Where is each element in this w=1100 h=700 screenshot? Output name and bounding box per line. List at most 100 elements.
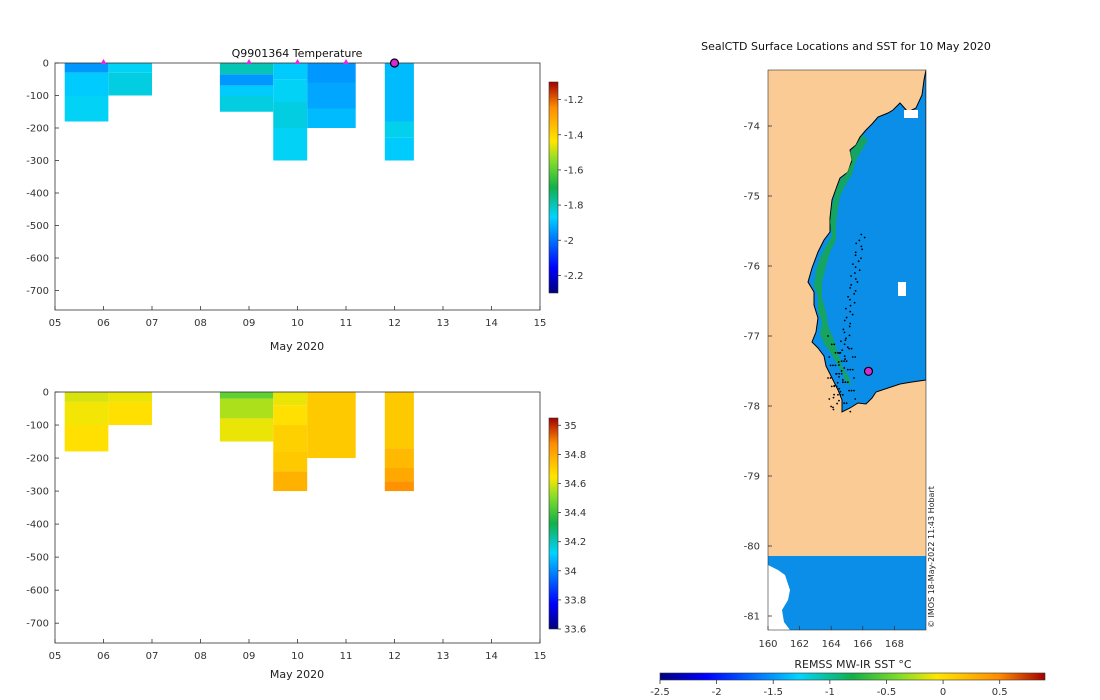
seal-track-point	[843, 343, 846, 346]
salinity-profile-cell	[219, 418, 274, 442]
seal-track-point	[854, 254, 857, 257]
seal-track-point	[843, 360, 846, 363]
temperature-colorbar-tick-label: -2.2	[564, 271, 584, 282]
sst-colorbar-label: REMSS MW-IR SST °C	[794, 658, 912, 671]
temperature-xtick-label: 06	[97, 318, 110, 329]
seal-track-point	[858, 269, 861, 271]
salinity-colorbar-tick-label: 34.8	[564, 450, 586, 461]
seal-track-point	[849, 368, 852, 371]
temperature-ytick-label: -500	[26, 221, 49, 232]
salinity-ytick-label: 0	[43, 388, 49, 399]
seal-track-point	[838, 399, 840, 402]
seal-track-point	[849, 298, 851, 301]
salinity-ytick-label: -100	[26, 421, 49, 432]
sst-colorbar-tick-label: -2.5	[650, 687, 670, 698]
map-axes	[767, 69, 927, 631]
ice-shelf-nodata	[768, 556, 790, 630]
salinity-colorbar-tick-label: 35	[564, 421, 577, 432]
sst-map: SealCTD Surface Locations and SST for 10…	[650, 40, 1046, 698]
temperature-profile-cell	[273, 63, 308, 80]
seal-track-point	[840, 360, 843, 363]
salinity-xtick-label: 08	[194, 651, 207, 662]
seal-track-point	[845, 337, 847, 340]
temperature-profile-cell	[219, 74, 274, 86]
seal-track-point	[849, 322, 852, 325]
salinity-colorbar-tick-label: 34.4	[564, 508, 586, 519]
seal-track-point	[839, 340, 842, 343]
temperature-profile-cell	[64, 95, 109, 122]
current-seal-position	[863, 366, 874, 376]
salinity-colorbar-tick-label: 34	[564, 566, 577, 577]
temperature-profile-cell	[307, 63, 356, 83]
salinity-xtick-label: 12	[388, 651, 401, 662]
salinity-ytick-label: -700	[26, 619, 49, 630]
sst-colorbar-tick-label: 0.5	[992, 687, 1008, 698]
salinity-profile-cell	[273, 405, 308, 426]
temperature-ytick-label: -300	[26, 156, 49, 167]
temperature-time-marker	[343, 59, 349, 64]
seal-track-point	[843, 319, 846, 322]
seal-track-point	[839, 351, 842, 354]
seal-track-point	[851, 356, 854, 358]
seal-track-point	[841, 378, 844, 381]
salinity-ytick-label: -600	[26, 586, 49, 597]
salinity-ytick-label: -300	[26, 487, 49, 498]
seal-track-point	[834, 364, 837, 367]
white-ice-patch	[898, 282, 906, 296]
seal-track-point	[853, 272, 856, 274]
sst-colorbar-tick-label: -0.5	[877, 687, 897, 698]
sst-colorbar-tick-label: -1.5	[763, 687, 783, 698]
temperature-xtick-label: 05	[49, 318, 62, 329]
seal-track-point	[853, 301, 856, 304]
seal-track-point	[842, 328, 845, 331]
seal-track-point	[854, 251, 857, 254]
temperature-ytick-label: -400	[26, 189, 49, 200]
seal-track-point	[854, 289, 857, 292]
white-ice-patch-2	[904, 110, 918, 118]
map-ytick-label: -77	[744, 332, 760, 343]
seal-track-point	[848, 389, 850, 392]
seal-track-point	[845, 316, 848, 319]
seal-track-point	[849, 304, 852, 307]
map-ytick-label: -75	[744, 192, 760, 203]
seal-track-point	[849, 310, 852, 313]
temperature-xtick-label: 07	[146, 318, 159, 329]
coastal-green-band	[814, 135, 868, 386]
temperature-profile-cell	[64, 63, 109, 73]
temperature-profile-cell	[307, 82, 356, 109]
map-ytick-label: -78	[744, 402, 760, 413]
seal-track-point	[839, 390, 842, 393]
temperature-ticks: 05 06 07 08 09 10 11 12 13 14 15 0 -100 -200 -300 -400 -…	[26, 58, 546, 329]
temperature-profile-cell	[219, 95, 274, 112]
seal-track-point	[837, 351, 839, 354]
seal-track-point	[844, 339, 847, 342]
seal-track-point	[837, 393, 839, 396]
salinity-colorbar-tick-label: 33.8	[564, 595, 586, 606]
temperature-profile-cell	[108, 72, 152, 96]
seal-track-point	[838, 364, 840, 366]
temperature-current-marker	[389, 58, 400, 68]
seal-track-point	[849, 410, 852, 413]
seal-track-point	[848, 334, 851, 337]
temperature-colorbar-ticks: -2.2 -2 -1.8 -1.6 -1.4 -1.2	[558, 95, 584, 282]
seal-track-point	[850, 389, 853, 392]
temperature-colorbar-tick-label: -1.8	[564, 201, 584, 212]
seal-track-point	[832, 364, 834, 367]
seal-track-point	[841, 381, 844, 384]
temperature-profile-cell	[108, 63, 152, 73]
seal-track-point	[836, 402, 839, 405]
sst-colorbar-tick-label: -2	[712, 687, 722, 698]
temperature-profile-cell	[64, 72, 109, 96]
salinity-xtick-label: 15	[534, 651, 547, 662]
seal-track-points	[827, 233, 866, 413]
temperature-colorbar-tick-label: -1.4	[564, 130, 584, 141]
seal-track-point	[844, 381, 847, 384]
seal-track-point	[846, 381, 849, 384]
map-title: SealCTD Surface Locations and SST for 10…	[701, 40, 991, 53]
seal-track-point	[828, 398, 831, 400]
seal-track-point	[858, 239, 861, 242]
seal-track-point	[860, 257, 862, 260]
temperature-chart: Q9901364 Temperature 05 06 07 08 09 10 11 12 13 1…	[26, 47, 583, 353]
salinity-ytick-label: -500	[26, 553, 49, 564]
seal-track-point	[848, 347, 850, 350]
